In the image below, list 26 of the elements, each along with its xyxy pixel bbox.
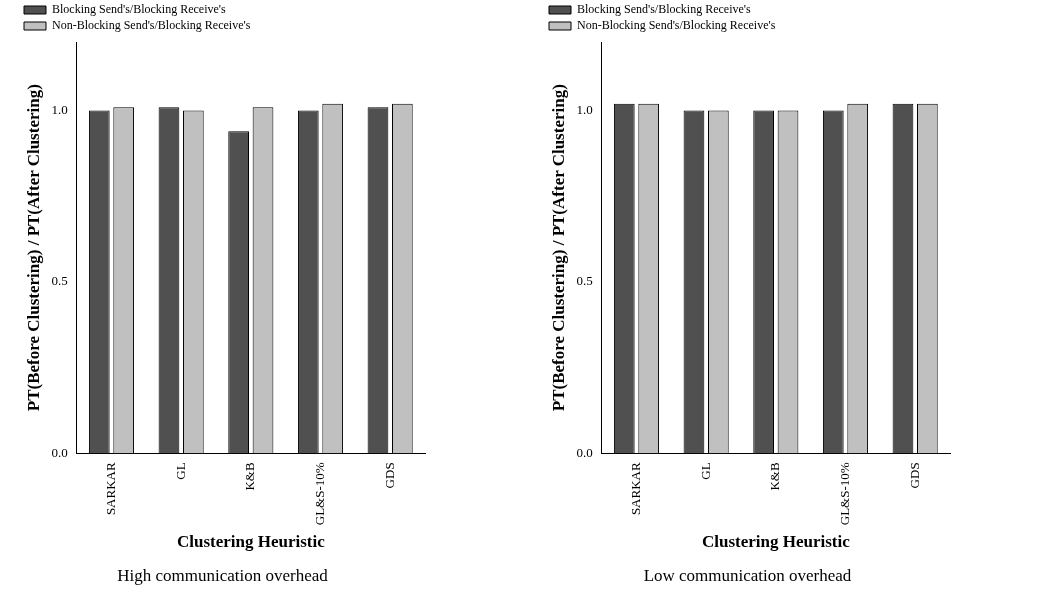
x-tick-label: GL&S-10%: [836, 462, 852, 526]
y-axis-title: PT(Before Clustering) / PT(After Clustering): [548, 84, 568, 412]
legend-label: Blocking Send's/Blocking Receive's: [577, 2, 751, 17]
text: Low communication overhead: [643, 566, 852, 586]
text: High communication overhead: [117, 566, 329, 586]
y-tick-label: 1.0: [576, 101, 593, 117]
x-tick-label: GDS: [906, 462, 922, 489]
y-axis-title: PT(Before Clustering) / PT(After Clustering): [23, 84, 43, 412]
y-tick-label: 0.5: [51, 273, 68, 289]
y-tick-label: 0.0: [51, 444, 68, 460]
x-tick-label: K&B: [242, 462, 258, 491]
x-tick-label: GL&S-10%: [311, 462, 327, 526]
x-tick-label: K&B: [767, 462, 783, 491]
y-tick-label: 0.0: [576, 444, 593, 460]
y-tick-label: 1.0: [51, 101, 68, 117]
x-tick-label: GDS: [381, 462, 397, 489]
x-tick-label: SARKAR: [627, 462, 643, 516]
legend-label: Non-Blocking Send's/Blocking Receive's: [577, 18, 776, 33]
x-tick-label: GL: [172, 462, 188, 480]
legend-label: Blocking Send's/Blocking Receive's: [52, 2, 226, 17]
x-tick-label: GL: [697, 462, 713, 480]
x-axis-title: Clustering Heuristic: [701, 531, 851, 551]
legend-label: Non-Blocking Send's/Blocking Receive's: [52, 18, 251, 33]
y-tick-label: 0.5: [576, 273, 593, 289]
x-axis-title: Clustering Heuristic: [176, 531, 326, 551]
x-tick-label: SARKAR: [102, 462, 118, 516]
